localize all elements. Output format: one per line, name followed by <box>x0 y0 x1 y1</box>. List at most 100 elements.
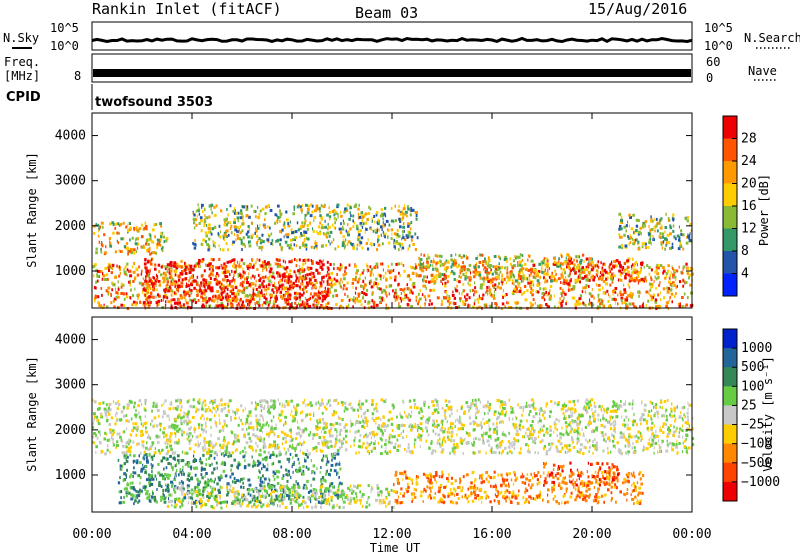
scatter-cell <box>334 221 336 225</box>
scatter-cell <box>301 210 303 214</box>
scatter-cell <box>249 500 252 504</box>
scatter-cell <box>354 263 356 267</box>
scatter-cell <box>339 461 341 464</box>
scatter-cell <box>100 304 103 308</box>
scatter-cell <box>385 487 389 491</box>
scatter-cell <box>487 271 490 275</box>
scatter-cell <box>155 301 159 305</box>
scatter-cell <box>145 224 148 228</box>
scatter-cell <box>284 300 287 304</box>
scatter-cell <box>154 235 156 239</box>
scatter-cell <box>313 215 317 219</box>
scatter-cell <box>504 277 506 281</box>
scatter-cell <box>648 266 651 270</box>
scatter-cell <box>144 469 147 473</box>
scatter-cell <box>310 266 313 270</box>
scatter-cell <box>338 475 340 479</box>
scatter-cell <box>620 278 623 282</box>
scatter-cell <box>123 245 127 249</box>
scatter-cell <box>192 275 194 279</box>
scatter-cell <box>302 274 304 278</box>
scatter-cell <box>148 484 151 487</box>
scatter-cell <box>158 283 162 287</box>
scatter-cell <box>151 280 154 283</box>
scatter-cell <box>398 217 401 221</box>
scatter-cell <box>312 477 316 481</box>
scatter-cell <box>427 294 431 298</box>
scatter-cell <box>158 270 161 274</box>
scatter-cell <box>519 277 522 281</box>
scatter-cell <box>572 296 576 300</box>
scatter-cell <box>568 266 570 270</box>
scatter-cell <box>238 289 241 293</box>
scatter-cell <box>567 258 569 262</box>
scatter-cell <box>251 448 254 452</box>
scatter-cell <box>342 497 344 501</box>
scatter-cell <box>545 265 547 269</box>
scatter-cell <box>665 241 668 245</box>
scatter-cell <box>297 279 300 283</box>
scatter-cell <box>304 453 308 456</box>
scatter-cell <box>221 500 225 504</box>
scatter-cell <box>323 297 326 301</box>
scatter-cell <box>336 472 338 476</box>
scatter-cell <box>366 263 368 267</box>
scatter-cell <box>462 282 465 286</box>
scatter-cell <box>267 204 270 208</box>
scatter-cell <box>315 268 317 272</box>
scatter-cell <box>506 275 509 279</box>
scatter-cell <box>151 419 154 423</box>
scatter-cell <box>316 294 320 298</box>
scatter-cell <box>520 292 524 296</box>
scatter-cell <box>321 263 325 267</box>
scatter-cell <box>288 497 290 501</box>
scatter-cell <box>187 464 190 468</box>
scatter-cell <box>487 278 491 282</box>
scatter-cell <box>520 279 523 283</box>
scatter-cell <box>350 242 352 245</box>
scatter-cell <box>398 271 400 275</box>
scatter-cell <box>248 215 251 219</box>
scatter-cell <box>176 458 180 462</box>
scatter-cell <box>245 418 249 421</box>
scatter-cell <box>96 273 98 277</box>
scatter-cell <box>687 233 689 236</box>
scatter-cell <box>289 280 292 284</box>
scatter-cell <box>562 281 564 285</box>
scatter-cell <box>564 292 567 296</box>
scatter-cell <box>382 298 385 302</box>
scatter-cell <box>280 245 282 249</box>
scatter-cell <box>321 276 324 280</box>
scatter-cell <box>267 463 269 467</box>
scatter-cell <box>224 268 226 271</box>
scatter-cell <box>307 258 310 262</box>
scatter-cell <box>510 272 514 276</box>
scatter-cell <box>373 266 377 270</box>
scatter-cell <box>423 261 425 265</box>
scatter-cell <box>137 494 141 498</box>
scatter-cell <box>489 278 493 282</box>
scatter-cell <box>226 500 228 504</box>
scatter-cell <box>615 298 617 301</box>
scatter-cell <box>352 497 356 501</box>
scatter-cell <box>613 297 616 301</box>
scatter-cell <box>105 289 108 293</box>
scatter-cell <box>344 270 346 274</box>
scatter-cell <box>295 284 299 288</box>
scatter-cell <box>683 292 686 296</box>
scatter-cell <box>643 265 645 269</box>
scatter-cell <box>483 276 486 280</box>
scatter-cell <box>320 491 322 495</box>
scatter-cell <box>174 305 177 309</box>
scatter-cell <box>290 288 293 291</box>
scatter-cell <box>563 296 565 300</box>
scatter-cell <box>117 481 121 485</box>
scatter-cell <box>142 287 145 291</box>
scatter-cell <box>412 285 416 289</box>
scatter-cell <box>120 496 122 500</box>
scatter-cell <box>663 400 667 403</box>
scatter-cell <box>635 229 638 232</box>
scatter-cell <box>629 274 631 278</box>
scatter-cell <box>104 266 108 270</box>
